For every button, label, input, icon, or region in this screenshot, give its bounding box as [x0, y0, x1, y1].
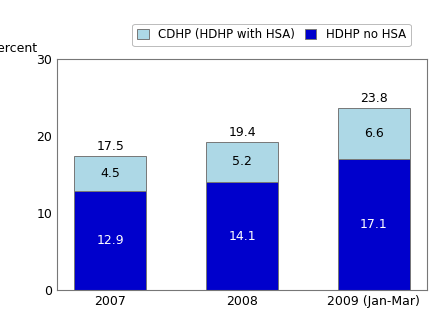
Legend: CDHP (HDHP with HSA), HDHP no HSA: CDHP (HDHP with HSA), HDHP no HSA — [132, 24, 411, 46]
Bar — [74, 191, 147, 290]
Text: 17.5: 17.5 — [96, 140, 124, 153]
Text: 12.9: 12.9 — [96, 234, 124, 247]
Text: 4.5: 4.5 — [100, 167, 120, 180]
Text: 14.1: 14.1 — [228, 230, 256, 243]
Bar — [206, 142, 278, 182]
Text: 17.1: 17.1 — [360, 218, 388, 231]
Bar — [206, 182, 278, 290]
Text: 23.8: 23.8 — [360, 92, 388, 105]
Bar — [337, 159, 410, 290]
Text: 6.6: 6.6 — [364, 127, 384, 140]
Text: Percent: Percent — [0, 42, 38, 55]
Text: 19.4: 19.4 — [228, 126, 256, 139]
Text: 5.2: 5.2 — [232, 155, 252, 168]
Bar — [74, 156, 147, 191]
Bar — [337, 108, 410, 159]
